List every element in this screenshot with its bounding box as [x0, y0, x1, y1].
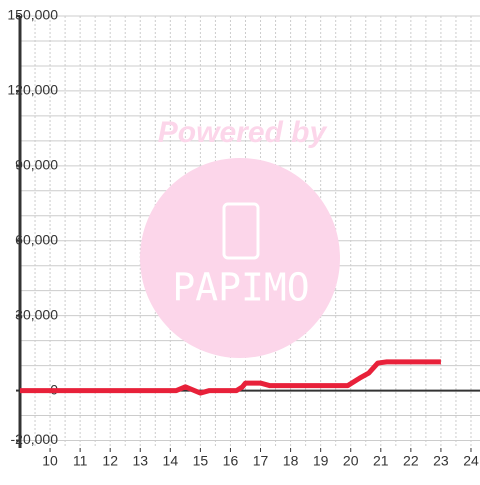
x-tick-label: 20 [343, 453, 359, 469]
plot: 150,000120,00090,00060,00030,0000-20,000… [7, 7, 480, 469]
x-tick-label: 10 [42, 453, 58, 469]
y-tick-label: 150,000 [7, 7, 58, 23]
x-tick-label: 23 [433, 453, 449, 469]
grid [19, 15, 480, 448]
y-tick-label: 30,000 [15, 306, 58, 322]
line-series [20, 359, 441, 396]
y-tick-label: 120,000 [7, 82, 58, 98]
x-tick-label: 13 [132, 453, 148, 469]
x-tick-label: 18 [283, 453, 299, 469]
y-tick-label: 60,000 [15, 231, 58, 247]
watermark-logo: PAPIMO [172, 266, 309, 310]
x-tick-label: 11 [73, 453, 88, 469]
x-tick-label: 21 [373, 453, 389, 469]
x-tick-label: 12 [102, 453, 118, 469]
watermark-text: Powered by [158, 116, 328, 149]
x-tick-label: 15 [193, 453, 209, 469]
x-tick-label: 19 [313, 453, 329, 469]
watermark-icon [222, 202, 260, 260]
y-tick-label: 90,000 [15, 157, 58, 173]
x-tick-label: 22 [403, 453, 419, 469]
x-tick-label: 16 [223, 453, 239, 469]
x-tick-label: 24 [463, 453, 479, 469]
x-tick-label: 17 [253, 453, 269, 469]
y-tick-label: -20,000 [11, 431, 59, 447]
x-tick-label: 14 [163, 453, 179, 469]
